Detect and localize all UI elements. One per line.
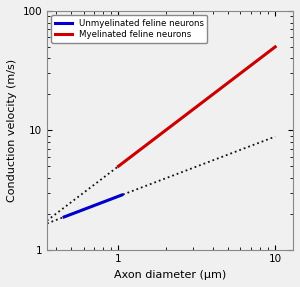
Unmyelinated feline neurons <box>117 195 120 198</box>
Unmyelinated feline neurons <box>102 200 106 203</box>
Line: Myelinated feline neurons: Myelinated feline neurons <box>118 47 275 166</box>
Myelinated feline neurons <box>273 45 277 49</box>
Myelinated feline neurons <box>268 49 272 53</box>
Line: Unmyelinated feline neurons: Unmyelinated feline neurons <box>64 195 122 217</box>
Unmyelinated feline neurons <box>62 215 66 219</box>
Myelinated feline neurons <box>117 164 120 168</box>
Myelinated feline neurons <box>270 48 274 51</box>
X-axis label: Axon diameter (μm): Axon diameter (μm) <box>114 270 226 280</box>
Unmyelinated feline neurons <box>78 209 81 213</box>
Myelinated feline neurons <box>194 106 197 109</box>
Y-axis label: Conduction velocity (m/s): Conduction velocity (m/s) <box>7 59 17 202</box>
Unmyelinated feline neurons <box>81 208 84 212</box>
Legend: Unmyelinated feline neurons, Myelinated feline neurons: Unmyelinated feline neurons, Myelinated … <box>51 15 207 43</box>
Unmyelinated feline neurons <box>98 202 101 205</box>
Myelinated feline neurons <box>243 69 246 72</box>
Myelinated feline neurons <box>234 75 238 78</box>
Unmyelinated feline neurons <box>120 193 124 197</box>
Unmyelinated feline neurons <box>118 194 122 197</box>
Myelinated feline neurons <box>185 113 188 116</box>
